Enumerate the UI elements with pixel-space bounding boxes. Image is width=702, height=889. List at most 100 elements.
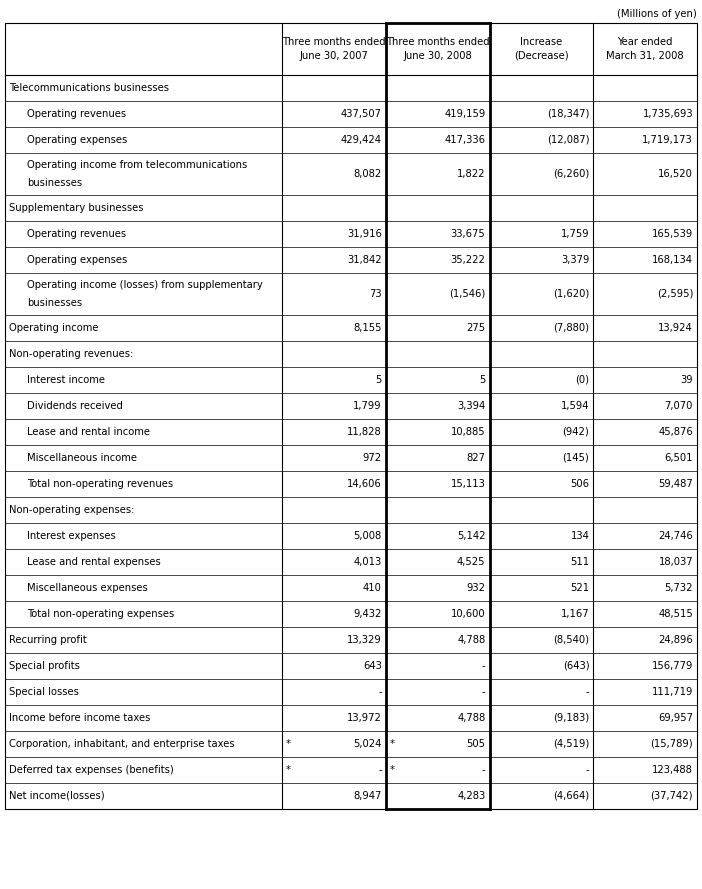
Text: *: * <box>390 739 395 749</box>
Text: 5,732: 5,732 <box>665 583 693 593</box>
Text: 6,501: 6,501 <box>665 453 693 463</box>
Text: 972: 972 <box>363 453 382 463</box>
Text: (Millions of yen): (Millions of yen) <box>617 9 697 19</box>
Text: 5,024: 5,024 <box>353 739 382 749</box>
Text: Operating revenues: Operating revenues <box>27 109 126 119</box>
Text: 11,828: 11,828 <box>347 427 382 437</box>
Text: (8,540): (8,540) <box>553 635 589 645</box>
Text: Corporation, inhabitant, and enterprise taxes: Corporation, inhabitant, and enterprise … <box>9 739 234 749</box>
Text: Year ended
March 31, 2008: Year ended March 31, 2008 <box>607 37 684 60</box>
Text: 14,606: 14,606 <box>347 479 382 489</box>
Text: 10,600: 10,600 <box>451 609 486 619</box>
Text: 4,283: 4,283 <box>457 791 486 801</box>
Text: Dividends received: Dividends received <box>27 401 123 411</box>
Text: -: - <box>585 687 589 697</box>
Text: Three months ended
June 30, 2007: Three months ended June 30, 2007 <box>282 37 385 60</box>
Text: 4,788: 4,788 <box>457 635 486 645</box>
Text: Operating income (losses) from supplementary: Operating income (losses) from supplemen… <box>27 280 263 290</box>
Text: 932: 932 <box>467 583 486 593</box>
Text: Deferred tax expenses (benefits): Deferred tax expenses (benefits) <box>9 765 174 775</box>
Text: 8,155: 8,155 <box>353 323 382 333</box>
Text: Non-operating expenses:: Non-operating expenses: <box>9 505 134 515</box>
Text: 1,822: 1,822 <box>457 169 486 179</box>
Text: (1,546): (1,546) <box>449 289 486 299</box>
Text: (942): (942) <box>562 427 589 437</box>
Text: 123,488: 123,488 <box>652 765 693 775</box>
Text: -: - <box>585 765 589 775</box>
Text: 13,972: 13,972 <box>347 713 382 723</box>
Text: 10,885: 10,885 <box>451 427 486 437</box>
Text: 1,167: 1,167 <box>561 609 589 619</box>
Text: Operating expenses: Operating expenses <box>27 255 127 265</box>
Text: 5,008: 5,008 <box>354 531 382 541</box>
Text: 33,675: 33,675 <box>451 229 486 239</box>
Text: (7,880): (7,880) <box>553 323 589 333</box>
Text: -: - <box>482 687 486 697</box>
Text: Miscellaneous income: Miscellaneous income <box>27 453 137 463</box>
Text: -: - <box>378 687 382 697</box>
Text: 165,539: 165,539 <box>651 229 693 239</box>
Text: *: * <box>286 765 291 775</box>
Text: 31,842: 31,842 <box>347 255 382 265</box>
Text: (12,087): (12,087) <box>547 135 589 145</box>
Text: Operating income: Operating income <box>9 323 98 333</box>
Text: 7,070: 7,070 <box>665 401 693 411</box>
Text: 59,487: 59,487 <box>658 479 693 489</box>
Text: Special profits: Special profits <box>9 661 80 671</box>
Text: 168,134: 168,134 <box>652 255 693 265</box>
Text: Supplementary businesses: Supplementary businesses <box>9 203 143 213</box>
Text: 419,159: 419,159 <box>444 109 486 119</box>
Text: 45,876: 45,876 <box>658 427 693 437</box>
Text: 8,082: 8,082 <box>354 169 382 179</box>
Text: 521: 521 <box>570 583 589 593</box>
Text: (15,789): (15,789) <box>650 739 693 749</box>
Bar <box>5 23 697 809</box>
Text: Total non-operating expenses: Total non-operating expenses <box>27 609 174 619</box>
Text: (4,519): (4,519) <box>553 739 589 749</box>
Text: 5,142: 5,142 <box>457 531 486 541</box>
Text: *: * <box>390 765 395 775</box>
Text: (0): (0) <box>575 375 589 385</box>
Text: (2,595): (2,595) <box>656 289 693 299</box>
Text: 48,515: 48,515 <box>658 609 693 619</box>
Text: -: - <box>482 765 486 775</box>
Text: Interest income: Interest income <box>27 375 105 385</box>
Text: Special losses: Special losses <box>9 687 79 697</box>
Text: Total non-operating revenues: Total non-operating revenues <box>27 479 173 489</box>
Text: Lease and rental expenses: Lease and rental expenses <box>27 557 161 567</box>
Text: Income before income taxes: Income before income taxes <box>9 713 150 723</box>
Text: 417,336: 417,336 <box>444 135 486 145</box>
Text: 15,113: 15,113 <box>451 479 486 489</box>
Text: (643): (643) <box>562 661 589 671</box>
Text: (6,260): (6,260) <box>553 169 589 179</box>
Text: *: * <box>286 739 291 749</box>
Text: Operating expenses: Operating expenses <box>27 135 127 145</box>
Text: -: - <box>482 661 486 671</box>
Text: (1,620): (1,620) <box>553 289 589 299</box>
Text: Lease and rental income: Lease and rental income <box>27 427 150 437</box>
Text: 13,329: 13,329 <box>347 635 382 645</box>
Text: 437,507: 437,507 <box>340 109 382 119</box>
Text: Three months ended
June 30, 2008: Three months ended June 30, 2008 <box>386 37 489 60</box>
Text: 5: 5 <box>376 375 382 385</box>
Text: Miscellaneous expenses: Miscellaneous expenses <box>27 583 147 593</box>
Text: -: - <box>378 765 382 775</box>
Text: 275: 275 <box>466 323 486 333</box>
Text: businesses: businesses <box>27 298 82 308</box>
Text: Non-operating revenues:: Non-operating revenues: <box>9 349 133 359</box>
Text: 1,594: 1,594 <box>561 401 589 411</box>
Text: (4,664): (4,664) <box>553 791 589 801</box>
Text: 111,719: 111,719 <box>651 687 693 697</box>
Text: Interest expenses: Interest expenses <box>27 531 116 541</box>
Text: 4,013: 4,013 <box>354 557 382 567</box>
Text: 643: 643 <box>363 661 382 671</box>
Text: 1,719,173: 1,719,173 <box>642 135 693 145</box>
Text: Recurring profit: Recurring profit <box>9 635 87 645</box>
Text: 505: 505 <box>467 739 486 749</box>
Text: 1,759: 1,759 <box>561 229 589 239</box>
Text: (18,347): (18,347) <box>547 109 589 119</box>
Text: 410: 410 <box>363 583 382 593</box>
Text: 4,788: 4,788 <box>457 713 486 723</box>
Text: Operating income from telecommunications: Operating income from telecommunications <box>27 160 247 170</box>
Text: Telecommunications businesses: Telecommunications businesses <box>9 83 169 93</box>
